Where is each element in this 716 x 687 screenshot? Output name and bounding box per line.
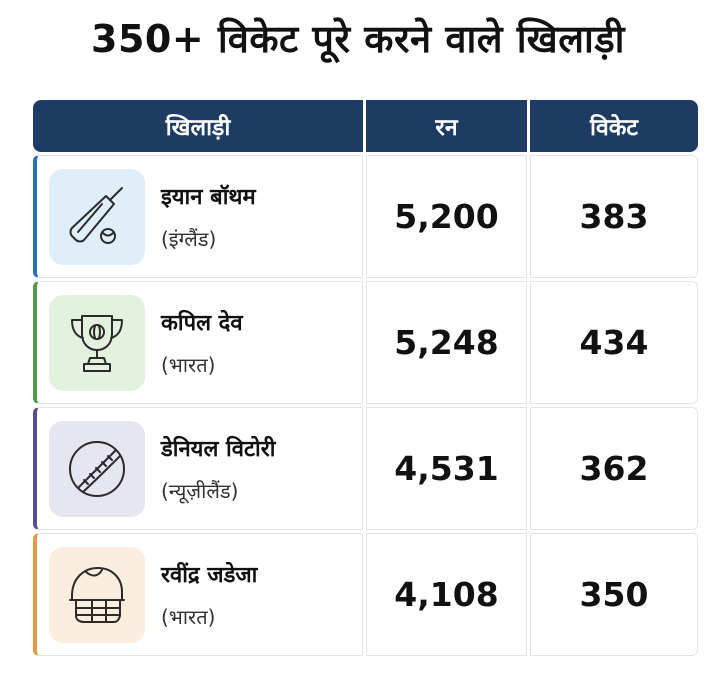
runs-value: 5,200 bbox=[366, 155, 527, 278]
player-info: डेनियल विटोरी (न्यूज़ीलैंड) bbox=[161, 433, 275, 504]
table-row: इयान बॉथम (इंग्लैंड) 5,200 383 bbox=[33, 155, 698, 278]
player-cell: कपिल देव (भारत) bbox=[33, 281, 363, 404]
header-runs: रन bbox=[366, 100, 527, 152]
player-cell: डेनियल विटोरी (न्यूज़ीलैंड) bbox=[33, 407, 363, 530]
cricket-ball-icon bbox=[49, 420, 145, 517]
wickets-value: 362 bbox=[530, 407, 698, 530]
cricket-bat-ball-icon bbox=[49, 168, 145, 265]
table-row: डेनियल विटोरी (न्यूज़ीलैंड) 4,531 362 bbox=[33, 407, 698, 530]
runs-value: 4,108 bbox=[366, 533, 527, 656]
cricket-helmet-icon bbox=[49, 546, 145, 643]
player-info: कपिल देव (भारत) bbox=[161, 307, 243, 378]
wickets-value: 383 bbox=[530, 155, 698, 278]
player-cell: इयान बॉथम (इंग्लैंड) bbox=[33, 155, 363, 278]
stats-table: खिलाड़ी रन विकेट इयान बॉथम (इंग्लैंड) 5,… bbox=[33, 100, 698, 656]
runs-value: 4,531 bbox=[366, 407, 527, 530]
header-player: खिलाड़ी bbox=[33, 100, 363, 152]
wickets-value: 434 bbox=[530, 281, 698, 404]
player-name: इयान बॉथम bbox=[161, 185, 256, 210]
wickets-value: 350 bbox=[530, 533, 698, 656]
player-name: कपिल देव bbox=[161, 311, 243, 336]
player-country: (इंग्लैंड) bbox=[161, 227, 217, 251]
player-info: इयान बॉथम (इंग्लैंड) bbox=[161, 181, 256, 252]
trophy-icon bbox=[49, 294, 145, 391]
runs-value: 5,248 bbox=[366, 281, 527, 404]
page-title: 350+ विकेट पूरे करने वाले खिलाड़ी bbox=[91, 17, 625, 61]
player-name: रवींद्र जडेजा bbox=[161, 563, 258, 588]
player-name: डेनियल विटोरी bbox=[161, 437, 276, 462]
player-info: रवींद्र जडेजा (भारत) bbox=[161, 559, 257, 630]
player-country: (भारत) bbox=[161, 605, 216, 629]
table-header: खिलाड़ी रन विकेट bbox=[33, 100, 698, 152]
player-cell: रवींद्र जडेजा (भारत) bbox=[33, 533, 363, 656]
player-country: (भारत) bbox=[161, 353, 216, 377]
table-row: रवींद्र जडेजा (भारत) 4,108 350 bbox=[33, 533, 698, 656]
header-wickets: विकेट bbox=[530, 100, 698, 152]
table-row: कपिल देव (भारत) 5,248 434 bbox=[33, 281, 698, 404]
player-country: (न्यूज़ीलैंड) bbox=[161, 479, 239, 503]
